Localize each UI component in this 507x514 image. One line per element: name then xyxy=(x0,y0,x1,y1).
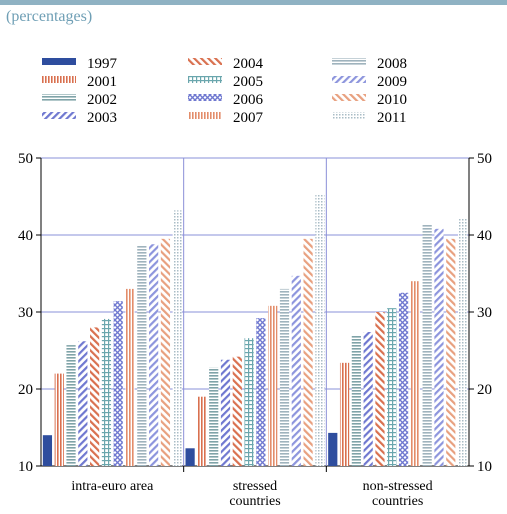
bar-2001-3 xyxy=(339,362,350,466)
y-tick-label-right: 30 xyxy=(477,305,492,321)
bar-2009-1 xyxy=(149,244,159,466)
bar-2010-1 xyxy=(160,238,171,466)
bar-2003-1 xyxy=(78,341,88,466)
y-tick-label-right: 20 xyxy=(477,382,492,398)
legend-label-2005: 2005 xyxy=(233,74,263,90)
bar-2007-2 xyxy=(268,305,278,466)
legend-swatch-2010 xyxy=(332,94,366,101)
bar-2007-3 xyxy=(410,281,420,466)
bar-2008-2 xyxy=(279,288,290,466)
chart-subtitle: (percentages) xyxy=(6,8,93,25)
bar-2003-2 xyxy=(220,359,231,466)
legend-swatch-2007 xyxy=(188,112,222,119)
bar-2005-2 xyxy=(244,338,254,466)
legend: 1997 2001 2002 2003 2004 2005 2006 2007 2008 2009… xyxy=(42,56,407,126)
bar-2003-3 xyxy=(363,332,373,466)
bar-2008-3 xyxy=(422,224,432,466)
bar-2010-2 xyxy=(303,238,313,466)
legend-label-2002: 2002 xyxy=(87,92,117,108)
legend-swatch-2006 xyxy=(188,94,222,101)
legend-label-2007: 2007 xyxy=(233,110,264,126)
bar-2011-3 xyxy=(457,218,468,466)
category-label: countries xyxy=(229,494,280,509)
y-tick-label-right: 10 xyxy=(477,459,492,475)
legend-label-2003: 2003 xyxy=(87,110,117,126)
plot-area: 10 10 20 20 30 30 40 40 50 50 intra-euro area stres… xyxy=(18,151,492,509)
bar-2007-1 xyxy=(125,288,135,466)
legend-swatch-1997 xyxy=(42,58,76,65)
bar-2008-1 xyxy=(137,245,147,466)
legend-label-2011: 2011 xyxy=(377,110,406,126)
bar-2009-3 xyxy=(434,228,444,466)
bar-2005-1 xyxy=(101,318,112,466)
category-label: countries xyxy=(372,494,423,509)
y-tick-label-left: 20 xyxy=(18,382,33,398)
legend-swatch-2004 xyxy=(188,58,222,65)
y-tick-label-left: 40 xyxy=(18,228,33,244)
legend-label-2001: 2001 xyxy=(87,74,117,90)
bar-2006-2 xyxy=(256,318,266,466)
legend-label-2006: 2006 xyxy=(233,92,264,108)
bar-1997-3 xyxy=(328,432,338,466)
legend-swatch-2005 xyxy=(188,76,222,83)
bar-2004-3 xyxy=(375,312,385,466)
legend-swatch-2011 xyxy=(332,112,366,119)
category-label: non-stressed xyxy=(363,479,433,494)
bar-2006-3 xyxy=(398,292,409,466)
legend-swatch-2009 xyxy=(332,76,366,83)
bar-2005-3 xyxy=(387,308,397,466)
bar-2001-2 xyxy=(197,396,207,466)
bar-1997-2 xyxy=(185,448,195,466)
y-tick-label-left: 30 xyxy=(18,305,33,321)
legend-label-1997: 1997 xyxy=(87,56,118,72)
bar-2002-2 xyxy=(209,367,219,466)
legend-swatch-2001 xyxy=(42,76,76,83)
y-tick-label-left: 50 xyxy=(18,151,33,167)
legend-label-2008: 2008 xyxy=(377,56,407,72)
bar-2010-3 xyxy=(446,238,456,466)
y-tick-label-right: 40 xyxy=(477,228,492,244)
bar-2006-1 xyxy=(113,301,123,466)
legend-swatch-2003 xyxy=(42,112,76,119)
bar-2011-2 xyxy=(315,194,325,466)
legend-swatch-2008 xyxy=(332,58,366,65)
bar-2002-1 xyxy=(66,345,76,466)
category-label: stressed xyxy=(233,479,277,494)
legend-swatch-2002 xyxy=(42,94,76,101)
bar-2011-1 xyxy=(172,210,182,466)
bar-2002-3 xyxy=(351,335,361,466)
bar-1997-1 xyxy=(42,435,53,466)
y-tick-label-right: 50 xyxy=(477,151,492,167)
top-accent-bar xyxy=(0,0,507,5)
bar-2001-1 xyxy=(54,373,64,466)
bar-2004-1 xyxy=(90,327,100,466)
legend-label-2004: 2004 xyxy=(233,56,264,72)
bar-2004-2 xyxy=(232,356,242,466)
bar-2009-2 xyxy=(291,275,301,466)
y-tick-label-left: 10 xyxy=(18,459,33,475)
legend-label-2010: 2010 xyxy=(377,92,407,108)
legend-label-2009: 2009 xyxy=(377,74,407,90)
category-label: intra-euro area xyxy=(71,479,154,494)
